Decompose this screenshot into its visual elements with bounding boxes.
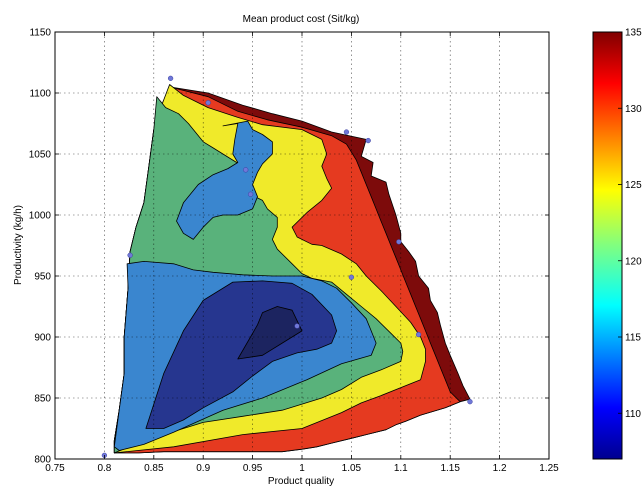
sample-point <box>415 331 422 338</box>
sample-point <box>467 399 473 405</box>
x-tick-label: 1.05 <box>342 463 362 474</box>
colorbar: 110 115 120 125 130 135 <box>592 28 642 460</box>
x-tick-label: 0.8 <box>97 463 111 474</box>
sample-points <box>101 75 473 458</box>
colorbar-gradient <box>592 31 623 460</box>
y-tick-label: 1000 <box>29 211 52 222</box>
y-tick-label: 950 <box>34 272 51 283</box>
x-tick-label: 1.15 <box>440 463 460 474</box>
contour-regions <box>113 84 471 454</box>
colorbar-tick-label: 115 <box>625 333 641 344</box>
y-axis-label: Productivity (kg/h) <box>13 205 24 285</box>
y-tick-label: 900 <box>34 333 51 344</box>
x-tick-label: 1.1 <box>394 463 408 474</box>
contour-region-107 <box>237 306 303 360</box>
x-tick-label: 0.9 <box>196 463 210 474</box>
y-tick-label: 1050 <box>29 150 52 161</box>
x-tick-label: 1.2 <box>493 463 507 474</box>
y-tick-label: 1150 <box>29 28 51 39</box>
x-axis-label: Product quality <box>268 476 334 486</box>
sample-point <box>247 191 254 197</box>
x-tick-label: 0.95 <box>243 463 263 474</box>
x-tick-label: 0.75 <box>45 463 65 474</box>
colorbar-tick-label: 110 <box>625 409 641 420</box>
contour-region-115-upper <box>176 120 273 240</box>
x-axis-ticks: 0.75 0.8 0.85 0.9 0.95 1 1.05 1.1 1.15 1.2 1.25 <box>45 32 559 474</box>
sample-point <box>167 75 174 82</box>
colorbar-tick-label: 125 <box>625 180 642 191</box>
y-tick-label: 850 <box>34 394 51 405</box>
sample-point <box>396 239 402 245</box>
sample-point <box>294 323 300 329</box>
x-tick-label: 1.25 <box>539 463 559 474</box>
colorbar-ticks: 110 115 120 125 130 135 <box>618 28 642 420</box>
sample-point <box>348 274 355 280</box>
y-tick-label: 1100 <box>29 89 51 100</box>
colorbar-tick-label: 120 <box>625 256 642 267</box>
chart-title: Mean product cost (Sit/kg) <box>243 14 360 25</box>
colorbar-tick-label: 130 <box>625 104 642 115</box>
x-tick-label: 1 <box>299 463 305 474</box>
sample-point <box>343 129 350 135</box>
grid-lines <box>55 32 549 459</box>
sample-point <box>243 167 249 173</box>
sample-point <box>365 137 371 144</box>
colorbar-tick-label: 135 <box>625 28 642 39</box>
sample-point <box>127 252 133 258</box>
x-tick-label: 0.85 <box>144 463 164 474</box>
y-tick-label: 800 <box>34 455 51 466</box>
y-axis-ticks: 800 850 900 950 1000 1050 1100 1150 <box>29 28 549 466</box>
sample-point <box>205 100 211 106</box>
